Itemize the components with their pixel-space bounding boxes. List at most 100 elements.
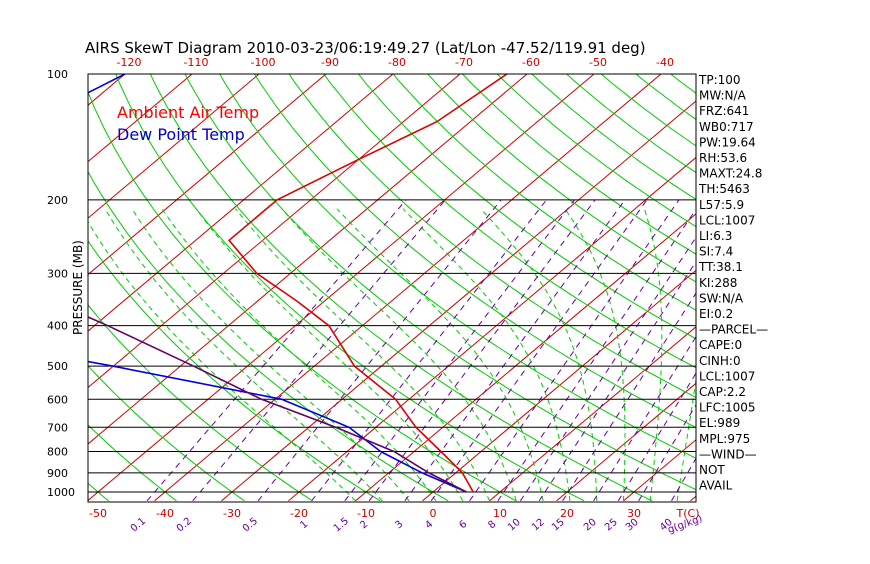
mixing-ratio-label: 4 bbox=[423, 519, 435, 532]
dry-adiabat-line bbox=[647, 55, 870, 501]
chart-title: AIRS SkewT Diagram 2010-03-23/06:19:49.2… bbox=[85, 39, 646, 57]
pressure-tick-label: 1000 bbox=[47, 486, 75, 499]
stat-item: —PARCEL— bbox=[699, 323, 768, 337]
bottom-temp-tick-label: 20 bbox=[560, 507, 574, 520]
stat-item: PW:19.64 bbox=[699, 135, 756, 149]
stat-item: TT:38.1 bbox=[698, 260, 743, 274]
mixing-ratio-line bbox=[498, 200, 703, 501]
top-temp-tick-label: -70 bbox=[455, 56, 473, 69]
pressure-tick-label: 500 bbox=[47, 360, 68, 373]
isotherm-line bbox=[824, 55, 870, 501]
isotherm-line bbox=[489, 55, 870, 501]
moist-adiabat-line bbox=[132, 209, 409, 501]
stat-item: NOT bbox=[699, 463, 725, 477]
pressure-tick-label: 700 bbox=[47, 421, 68, 434]
stat-item: MPL:975 bbox=[699, 432, 750, 446]
stat-item: EL:989 bbox=[699, 416, 740, 430]
mixing-ratio-line bbox=[193, 200, 446, 501]
bottom-temp-tick-label: -20 bbox=[290, 507, 308, 520]
bottom-temp-tick-label: 0 bbox=[430, 507, 437, 520]
legend-ambient-air-temp: Ambient Air Temp bbox=[117, 103, 259, 122]
mixing-ratio-label: 10 bbox=[506, 517, 523, 534]
stat-item: EI:0.2 bbox=[699, 307, 733, 321]
mixing-ratio-label: 0.5 bbox=[241, 516, 260, 535]
mixing-ratio-line bbox=[312, 200, 547, 501]
mixing-ratio-label: 12 bbox=[530, 517, 547, 534]
isotherm-line bbox=[0, 55, 14, 501]
stat-item: CAP:2.2 bbox=[699, 385, 746, 399]
moist-adiabat-line bbox=[196, 209, 463, 501]
stat-item: MW:N/A bbox=[699, 89, 747, 103]
pressure-tick-label: 400 bbox=[47, 320, 68, 333]
bottom-temp-tick-label: -30 bbox=[223, 507, 241, 520]
moist-adiabat-line bbox=[403, 209, 570, 501]
mixing-ratio-label: 0.2 bbox=[175, 516, 194, 535]
moist-adiabat-line bbox=[80, 209, 355, 501]
stat-item: TP:100 bbox=[698, 73, 741, 87]
stat-item: FRZ:641 bbox=[699, 104, 749, 118]
mixing-ratio-label: 1.5 bbox=[332, 516, 351, 535]
moist-adiabat-line bbox=[565, 209, 625, 501]
dry-adiabat-line bbox=[276, 55, 870, 501]
mixing-ratio-line bbox=[470, 200, 679, 501]
mixing-ratio-label: 6 bbox=[457, 519, 469, 532]
stat-item: LFC:1005 bbox=[699, 401, 756, 415]
isotherm-line bbox=[20, 55, 549, 501]
top-temp-tick-label: -40 bbox=[656, 56, 674, 69]
top-temp-tick-label: -60 bbox=[522, 56, 540, 69]
pressure-tick-label: 300 bbox=[47, 267, 68, 280]
top-temp-tick-label: -120 bbox=[117, 56, 142, 69]
dry-adiabat-line bbox=[310, 55, 870, 501]
bottom-temp-tick-label: -50 bbox=[89, 507, 107, 520]
bottom-temp-tick-label: -40 bbox=[156, 507, 174, 520]
top-temp-tick-label: -110 bbox=[184, 56, 209, 69]
mixing-ratio-label: 3 bbox=[393, 519, 405, 532]
isotherm-line bbox=[221, 55, 750, 501]
stat-item: SW:N/A bbox=[699, 291, 744, 305]
isotherm-line bbox=[0, 55, 81, 501]
pressure-tick-label: 200 bbox=[47, 194, 68, 207]
mixing-ratio-line bbox=[672, 200, 846, 501]
top-temp-tick-label: -50 bbox=[589, 56, 607, 69]
pressure-tick-label: 800 bbox=[47, 445, 68, 458]
mixing-ratio-line bbox=[147, 200, 406, 501]
top-temp-tick-label: -90 bbox=[321, 56, 339, 69]
stat-item: RH:53.6 bbox=[699, 151, 747, 165]
mixing-ratio-label: 8 bbox=[486, 519, 498, 532]
isotherm-line bbox=[422, 55, 870, 501]
mixing-ratio-label: 2 bbox=[358, 519, 370, 532]
isotherm-line bbox=[355, 55, 870, 501]
stat-item: TH:5463 bbox=[698, 182, 750, 196]
mixing-ratio-label: 0.1 bbox=[129, 516, 148, 535]
stat-item: L57:5.9 bbox=[699, 198, 744, 212]
dry-adiabat-line bbox=[0, 55, 41, 501]
pressure-tick-label: 900 bbox=[47, 467, 68, 480]
moist-adiabat-line bbox=[282, 209, 517, 501]
dry-adiabat-line bbox=[512, 55, 870, 501]
stat-item: WB0:717 bbox=[699, 120, 754, 134]
stat-item: SI:7.4 bbox=[699, 245, 733, 259]
legend-dew-point-temp: Dew Point Temp bbox=[117, 125, 245, 144]
stat-item: LI:6.3 bbox=[699, 229, 732, 243]
stat-item: CAPE:0 bbox=[699, 338, 742, 352]
stat-item: CINH:0 bbox=[699, 354, 741, 368]
stat-item: LCL:1007 bbox=[699, 369, 755, 383]
mixing-ratio-label: 1 bbox=[298, 519, 310, 532]
mixing-ratio-line bbox=[369, 200, 595, 501]
top-temp-tick-label: -80 bbox=[388, 56, 406, 69]
stat-item: KI:288 bbox=[699, 276, 737, 290]
dry-adiabat-line bbox=[377, 55, 870, 501]
stat-item: MAXT:24.8 bbox=[699, 167, 762, 181]
y-axis-label: PRESSURE (MB) bbox=[71, 240, 85, 335]
mixing-ratio-label: 25 bbox=[603, 517, 620, 534]
pressure-tick-label: 100 bbox=[47, 68, 68, 81]
stat-item: LCL:1007 bbox=[699, 213, 755, 227]
moist-adiabat-line bbox=[481, 209, 597, 501]
pressure-tick-label: 600 bbox=[47, 393, 68, 406]
mixing-ratio-line bbox=[345, 200, 575, 501]
stat-item: —WIND— bbox=[699, 447, 757, 461]
top-temp-tick-label: -100 bbox=[251, 56, 276, 69]
mixing-ratio-line bbox=[431, 200, 647, 501]
mixing-ratio-label: 20 bbox=[582, 517, 599, 534]
